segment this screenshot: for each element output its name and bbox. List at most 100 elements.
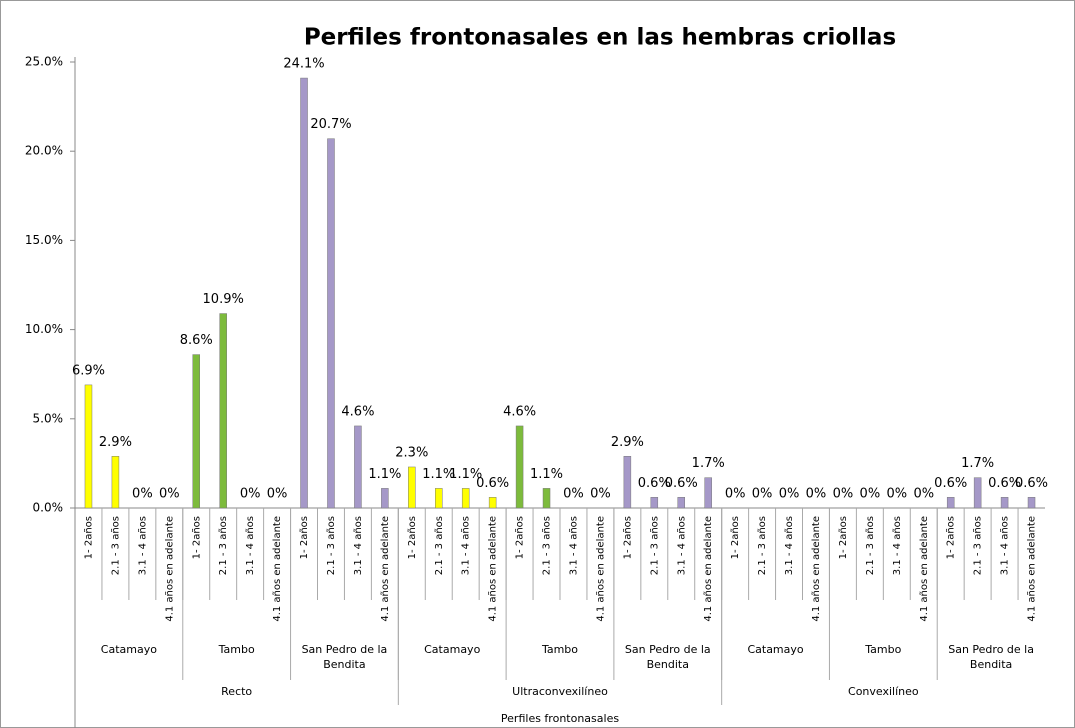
x-tick-label: 2.1 - 3 años <box>973 516 984 575</box>
value-label: 10.9% <box>203 292 244 307</box>
x-tick-label: 4.1 años en adelante <box>811 516 822 622</box>
x-tick-label: 3.1 - 4 años <box>245 516 256 575</box>
value-label: 0% <box>860 487 881 502</box>
bar <box>650 497 659 509</box>
bar <box>542 488 551 509</box>
value-label: 8.6% <box>180 333 213 348</box>
value-label: 2.3% <box>395 445 428 460</box>
value-label: 0% <box>913 487 934 502</box>
bar <box>84 384 93 509</box>
bar <box>219 313 227 509</box>
bar <box>381 488 389 509</box>
group-label: Recto <box>221 685 252 698</box>
x-tick-label: 4.1 años en adelante <box>703 516 714 622</box>
bar <box>946 497 955 509</box>
x-tick-label: 3.1 - 4 años <box>461 516 472 575</box>
x-tick-label: 3.1 - 4 años <box>568 516 579 575</box>
value-label: 20.7% <box>310 117 351 132</box>
value-label: 0% <box>752 487 773 502</box>
x-tick-label: 1- 2años <box>407 516 418 559</box>
x-tick-label: 1- 2años <box>299 516 310 559</box>
x-tick-label: 2.1 - 3 años <box>649 516 660 575</box>
group-label: Convexilíneo <box>848 685 919 698</box>
value-label: 0% <box>806 487 827 502</box>
location-label: Tambo <box>218 643 255 656</box>
bar <box>973 477 982 509</box>
y-tick-label: 5.0% <box>33 411 64 425</box>
bar <box>327 138 335 509</box>
bar <box>300 77 308 509</box>
value-label: 0.6% <box>988 476 1021 491</box>
bar <box>677 497 685 509</box>
value-label: 0% <box>240 487 261 502</box>
x-axis-title: Perfiles frontonasales <box>501 712 619 725</box>
x-tick-label: 2.1 - 3 años <box>757 516 768 575</box>
x-tick-label: 3.1 - 4 años <box>1000 516 1011 575</box>
value-label: 0.6% <box>934 476 967 491</box>
location-label: Tambo <box>541 643 579 656</box>
x-tick-label: 2.1 - 3 años <box>434 516 445 575</box>
location-label: San Pedro de la Bendita <box>948 643 1034 671</box>
value-label: 2.9% <box>99 435 132 450</box>
bar <box>515 425 524 509</box>
x-tick-label: 2.1 - 3 años <box>326 516 337 575</box>
value-label: 0.6% <box>1015 476 1048 491</box>
value-label: 0% <box>132 487 153 502</box>
bar <box>435 488 443 509</box>
bar <box>354 425 362 509</box>
location-label: Tambo <box>865 643 902 656</box>
y-tick-label: 20.0% <box>25 144 63 158</box>
bar <box>408 466 416 509</box>
x-tick-label: 2.1 - 3 años <box>110 516 121 575</box>
x-tick-label: 4.1 años en adelante <box>380 516 391 622</box>
x-tick-label: 3.1 - 4 años <box>784 516 795 575</box>
value-label: 1.7% <box>961 456 994 471</box>
x-tick-label: 1- 2años <box>730 516 741 559</box>
x-tick-label: 1- 2años <box>191 516 202 559</box>
location-label: San Pedro de la Bendita <box>301 643 388 671</box>
bar <box>461 488 470 509</box>
location-label: San Pedro de la Bendita <box>624 643 711 671</box>
x-tick-label: 4.1 años en adelante <box>164 516 175 622</box>
y-tick-label: 10.0% <box>25 322 63 336</box>
x-tick-label: 4.1 años en adelante <box>919 516 930 622</box>
group-label: Ultraconvexilíneo <box>512 685 608 698</box>
x-tick-label: 4.1 años en adelante <box>1027 516 1038 622</box>
value-label: 1.1% <box>422 467 455 482</box>
x-tick-label: 2.1 - 3 años <box>218 516 229 575</box>
value-label: 1.1% <box>449 467 482 482</box>
value-label: 24.1% <box>283 57 324 72</box>
value-label: 0% <box>886 487 907 502</box>
y-tick-label: 25.0% <box>25 55 63 69</box>
x-tick-label: 3.1 - 4 años <box>137 516 148 575</box>
value-label: 0% <box>590 487 611 502</box>
x-tick-label: 3.1 - 4 años <box>892 516 903 575</box>
x-tick-label: 3.1 - 4 años <box>353 516 364 575</box>
value-label: 6.9% <box>72 363 105 378</box>
x-tick-label: 1- 2años <box>946 516 957 559</box>
chart-title: Perfiles frontonasales en las hembras cr… <box>304 25 896 51</box>
x-tick-label: 4.1 años en adelante <box>595 516 606 622</box>
value-label: 0% <box>779 487 800 502</box>
value-label: 0.6% <box>665 476 698 491</box>
value-label: 4.6% <box>341 404 374 419</box>
value-label: 0% <box>833 487 854 502</box>
x-tick-label: 1- 2años <box>838 516 849 559</box>
value-label: 1.1% <box>530 467 563 482</box>
value-label: 0.6% <box>476 476 509 491</box>
x-tick-label: 3.1 - 4 años <box>676 516 687 575</box>
location-label: Catamayo <box>100 643 157 656</box>
bar <box>1027 497 1036 509</box>
location-label: Catamayo <box>424 643 481 656</box>
x-tick-label: 2.1 - 3 años <box>542 516 553 575</box>
y-tick-label: 0.0% <box>33 501 64 515</box>
bar <box>704 477 712 509</box>
value-label: 0% <box>725 487 746 502</box>
location-label: Catamayo <box>747 643 804 656</box>
bar <box>488 497 497 509</box>
value-label: 0% <box>563 487 584 502</box>
value-label: 0% <box>267 487 288 502</box>
